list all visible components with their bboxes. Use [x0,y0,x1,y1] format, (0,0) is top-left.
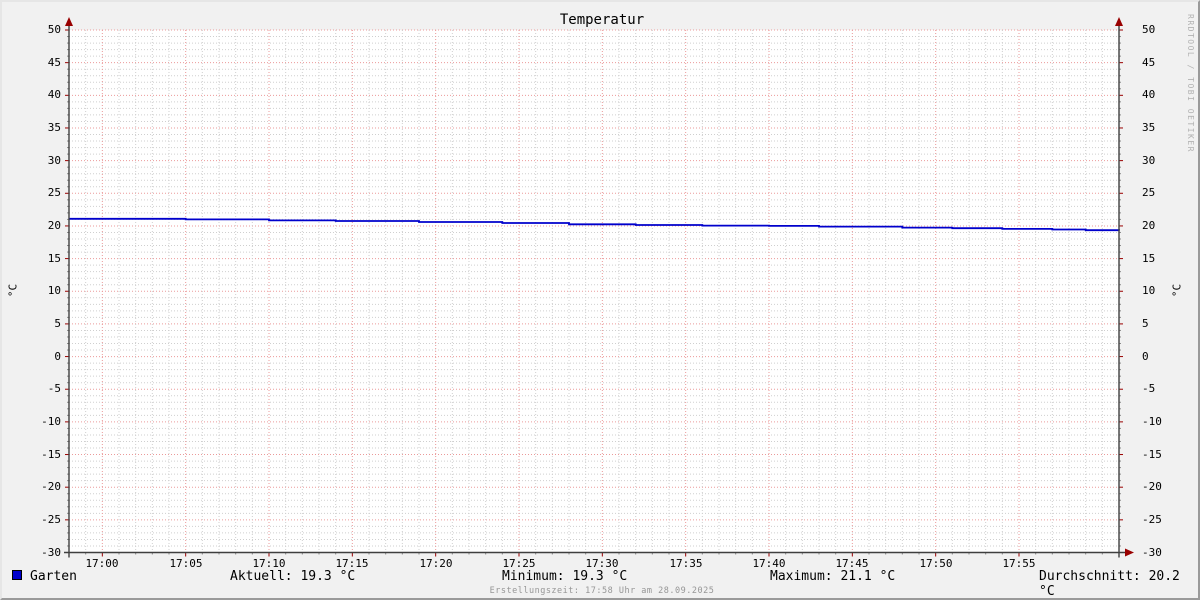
y-axis-label-right: 10 [1142,284,1156,297]
y-axis-label-left: -20 [41,480,61,493]
y-axis-right-arrow [1115,17,1123,26]
y-axis-label-right: 5 [1142,317,1149,330]
legend-color-swatch [12,570,22,580]
x-axis-label: 17:25 [502,557,536,570]
y-axis-label-left: -5 [47,382,61,395]
temperature-series-line [69,217,1120,232]
y-axis-label-right: -25 [1142,513,1162,526]
x-axis-label: 17:15 [335,557,369,570]
x-axis-arrow [1125,548,1134,557]
x-axis-label: 17:30 [585,557,619,570]
y-axis-label-left: 20 [47,219,61,232]
y-axis-unit-left: °C [6,283,20,298]
y-axis-label-left: -30 [41,546,61,559]
y-axis-label-right: -10 [1142,415,1162,428]
y-axis-label-right: 0 [1142,350,1149,363]
chart-title: Temperatur [559,12,645,28]
y-axis-label-right: 15 [1142,252,1156,265]
x-axis-label: 17:00 [85,557,119,570]
x-axis-label: 17:50 [919,557,953,570]
x-axis-label: 17:05 [169,557,203,570]
y-axis-label-right: 40 [1142,88,1156,101]
x-axis-label: 17:10 [252,557,286,570]
legend-current-value: Aktuell: 19.3 °C [230,569,356,584]
x-axis-label: 17:35 [669,557,703,570]
y-axis-label-left: -10 [41,415,61,428]
y-axis-label-right: -5 [1142,382,1156,395]
x-axis-label: 17:40 [752,557,786,570]
legend-row: Garten Aktuell: 19.3 °C Minimum: 19.3 °C… [2,569,1198,598]
y-axis-label-left: 25 [47,186,61,199]
y-axis-label-left: 0 [54,350,61,363]
y-axis-label-right: 50 [1142,23,1156,36]
y-axis-label-right: 20 [1142,219,1156,232]
y-axis-label-left: -15 [41,448,61,461]
x-axis-label: 17:45 [835,557,869,570]
legend-series-label: Garten [30,569,77,584]
y-axis-label-left: 30 [47,154,61,167]
y-axis-label-right: -30 [1142,546,1162,559]
y-axis-label-left: 50 [47,23,61,36]
y-axis-label-left: 40 [47,88,61,101]
y-axis-label-right: -20 [1142,480,1162,493]
y-axis-label-left: 5 [54,317,61,330]
x-axis-label: 17:55 [1002,557,1036,570]
y-axis-label-left: 15 [47,252,61,265]
y-axis-label-left: -25 [41,513,61,526]
y-axis-label-left: 45 [47,56,61,69]
y-axis-left-arrow [65,17,73,26]
y-axis-label-right: 45 [1142,56,1156,69]
rrdtool-watermark: RRDTOOL / TOBI OETIKER [1186,14,1195,153]
creation-timestamp: Erstellungszeit: 17:58 Uhr am 28.09.2025 [489,586,715,596]
y-axis-label-right: 30 [1142,154,1156,167]
y-axis-label-left: 35 [47,121,61,134]
y-axis-label-right: 25 [1142,186,1156,199]
legend-average-value: Durchschnitt: 20.2 °C [1039,569,1180,599]
legend-maximum-value: Maximum: 21.1 °C [770,569,896,584]
y-axis-label-right: 35 [1142,121,1156,134]
legend-minimum-value: Minimum: 19.3 °C [502,569,628,584]
y-axis-label-right: -15 [1142,448,1162,461]
y-axis-label-left: 10 [47,284,61,297]
x-axis-label: 17:20 [419,557,453,570]
y-axis-unit-right: °C [1170,283,1184,298]
